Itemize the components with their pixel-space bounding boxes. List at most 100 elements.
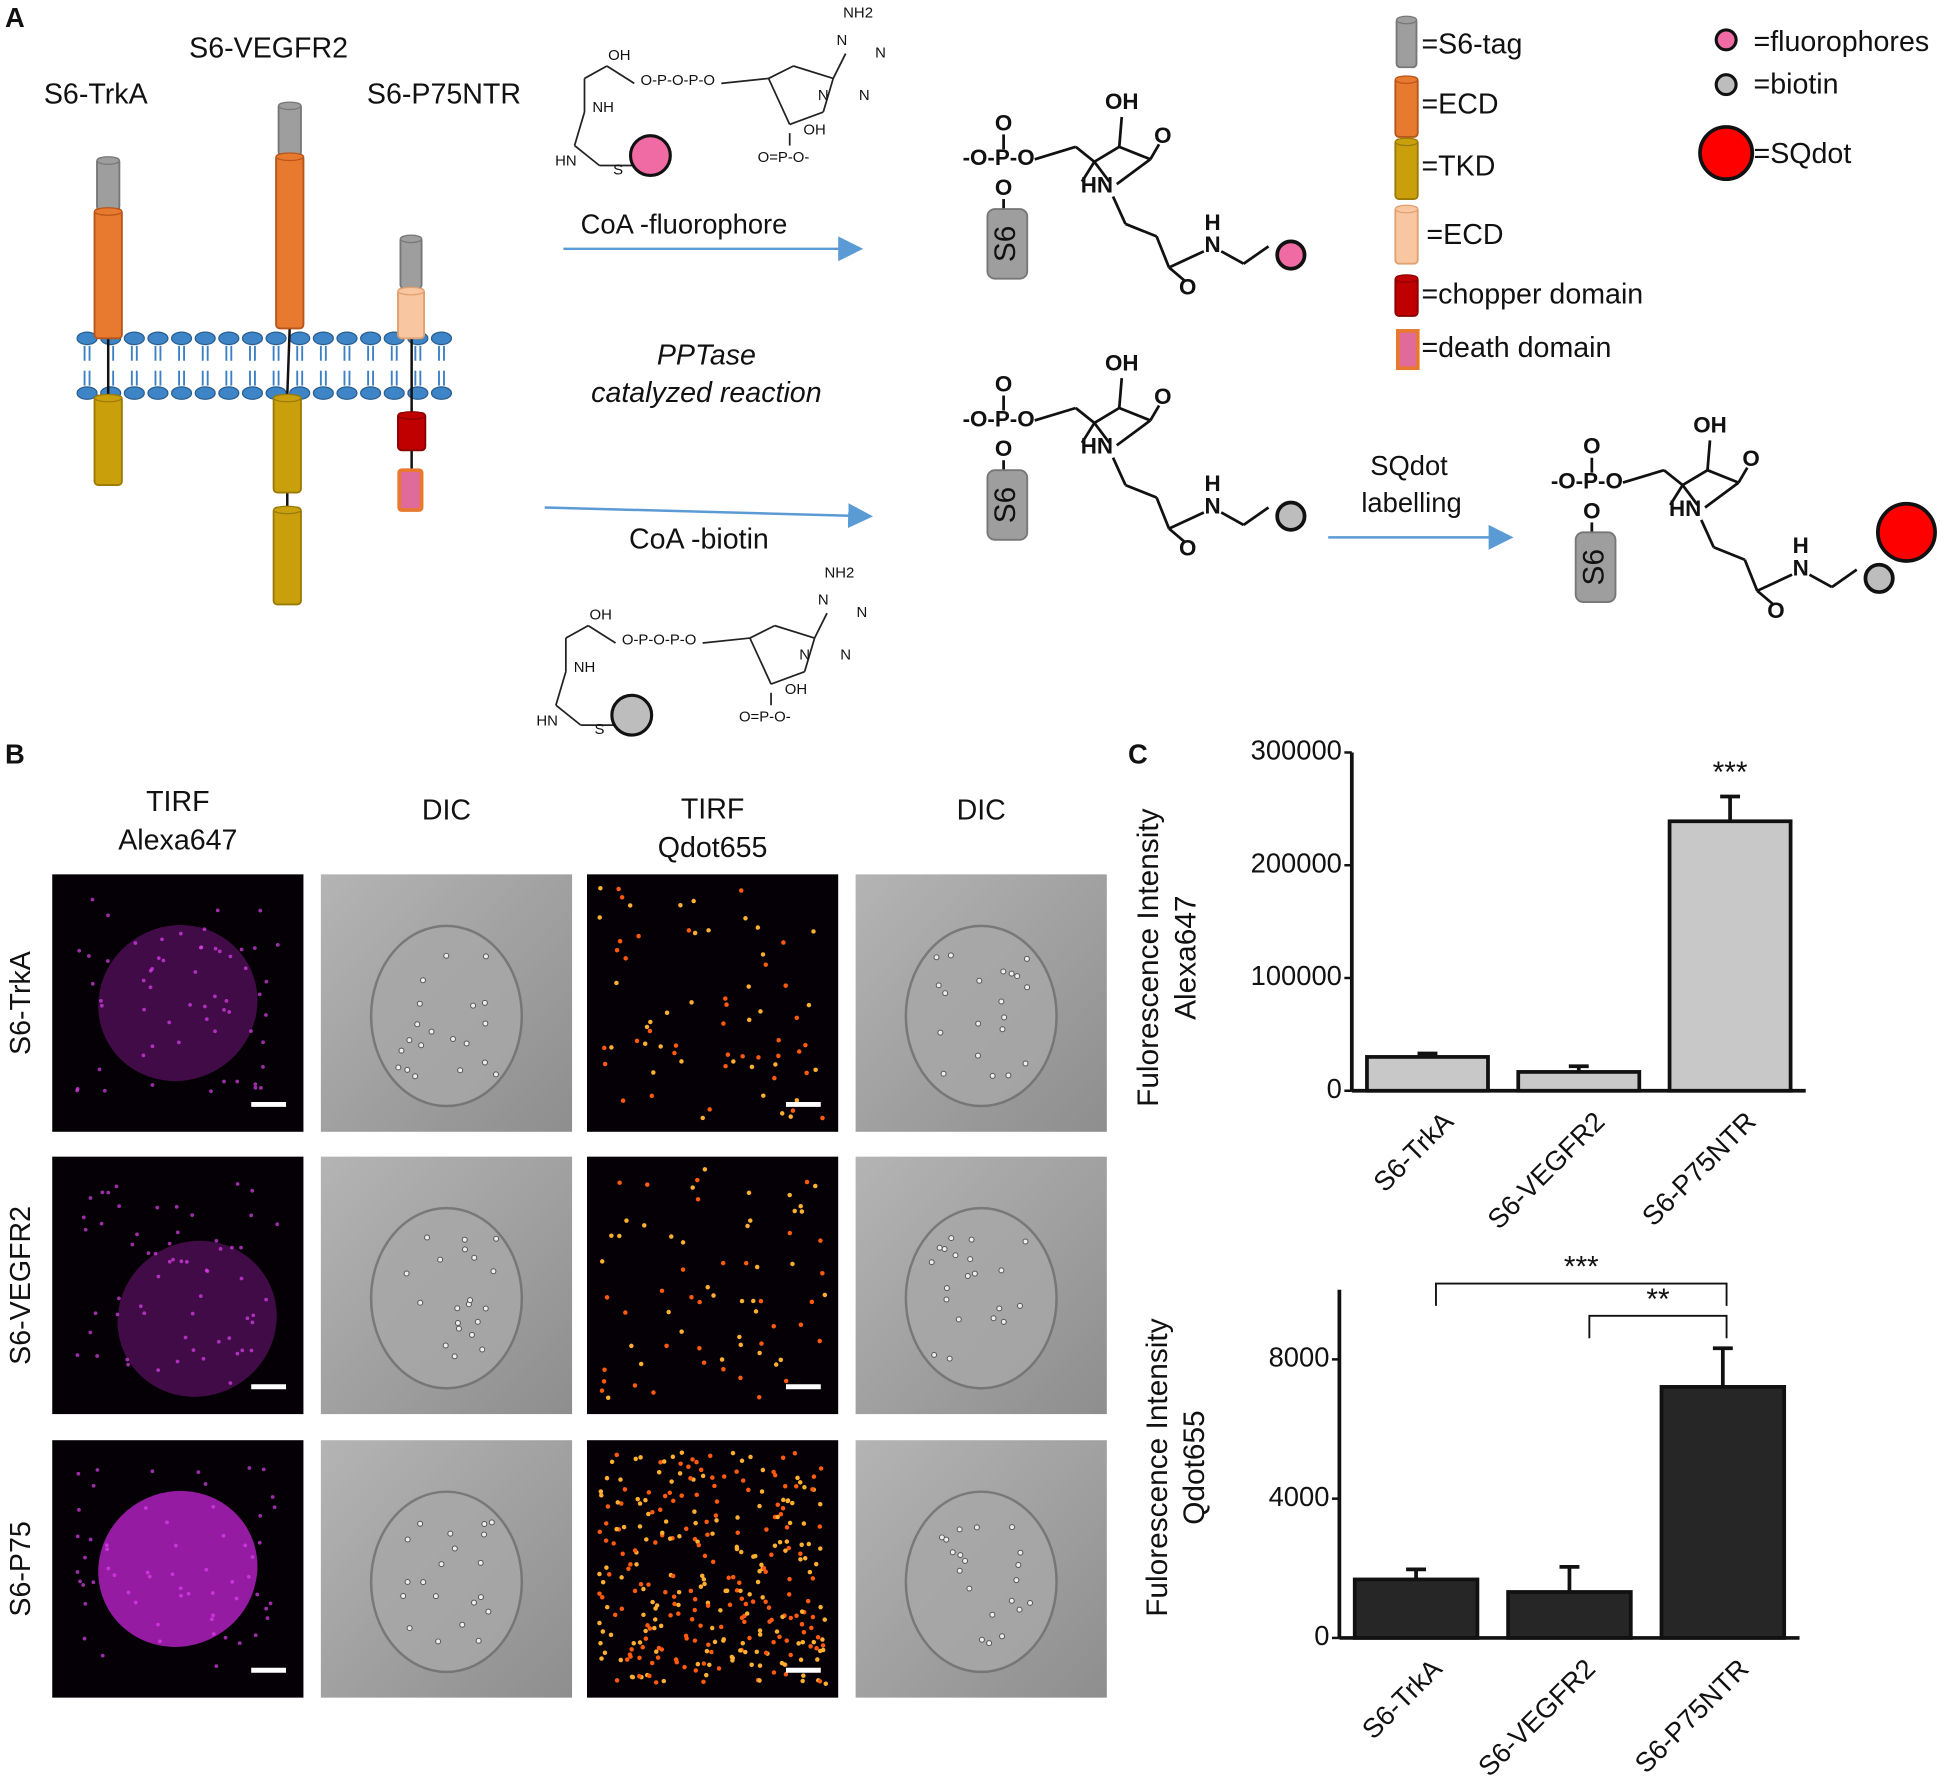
qdot — [698, 1467, 704, 1473]
spot — [82, 1636, 87, 1641]
qdot — [700, 1573, 705, 1579]
spot — [239, 1276, 244, 1281]
qdot — [714, 1499, 720, 1504]
bond — [1124, 222, 1158, 238]
qdot — [784, 1638, 790, 1643]
vesicle — [404, 1536, 411, 1543]
qdot — [678, 902, 683, 908]
qdot — [654, 1649, 659, 1654]
qdot — [597, 1591, 602, 1596]
qdot — [671, 1498, 676, 1504]
label: B — [5, 738, 25, 769]
qdot — [714, 1518, 719, 1523]
qdot — [740, 1054, 745, 1059]
spot — [99, 998, 103, 1003]
qdot — [600, 1579, 606, 1585]
qdot — [750, 1599, 756, 1604]
spot — [272, 1505, 277, 1510]
qdot — [620, 1551, 625, 1557]
lipid-head — [360, 386, 382, 400]
qdot — [628, 1654, 633, 1659]
spot — [218, 1247, 223, 1251]
bond — [1669, 484, 1684, 506]
qdot — [737, 1580, 742, 1585]
spot — [246, 1574, 251, 1579]
qdot — [647, 1626, 653, 1631]
qdot — [727, 1602, 733, 1608]
qdot — [712, 1639, 718, 1645]
vesicle — [468, 1331, 475, 1338]
lipid-head — [123, 331, 145, 346]
qdot — [618, 1657, 624, 1663]
qdot — [817, 1338, 822, 1344]
qdot — [810, 1614, 816, 1620]
qdot — [753, 1309, 759, 1314]
bond — [749, 637, 772, 685]
qdot — [631, 1641, 636, 1646]
qdot — [801, 1521, 807, 1526]
spot — [204, 1567, 209, 1572]
vesicle — [1022, 1060, 1029, 1067]
qdot — [783, 1672, 789, 1677]
qdot — [743, 1649, 748, 1655]
spot — [114, 1184, 119, 1189]
lipid-head — [360, 331, 382, 346]
qdot — [694, 1459, 699, 1465]
qdot — [637, 1640, 643, 1645]
bond — [1034, 406, 1077, 422]
label: PPTase — [657, 340, 756, 372]
spot — [126, 1362, 130, 1367]
qdot — [820, 1115, 825, 1121]
qdot — [679, 1493, 684, 1498]
qdot — [704, 1648, 710, 1654]
qdot — [771, 1670, 777, 1675]
qdot — [706, 1642, 711, 1647]
vesicle — [485, 1608, 492, 1615]
qdot — [817, 1679, 823, 1684]
vesicle — [1023, 955, 1030, 962]
qdot — [743, 1601, 749, 1607]
qdot — [748, 1218, 753, 1223]
qdot — [787, 1576, 792, 1582]
spot — [95, 1468, 100, 1472]
qdot — [692, 1597, 698, 1602]
qdot — [641, 1612, 646, 1618]
bond — [1168, 266, 1187, 283]
qdot — [704, 1519, 709, 1525]
vesicle — [493, 1235, 500, 1242]
label-dot — [1275, 239, 1307, 271]
vesicle — [957, 1552, 964, 1559]
atom-label: O — [1742, 446, 1759, 471]
qdot — [798, 1551, 803, 1556]
qdot — [622, 1487, 628, 1492]
spot — [75, 1086, 80, 1091]
qdot — [603, 1538, 609, 1543]
qdot — [651, 1070, 656, 1075]
label: labelling — [1361, 487, 1461, 518]
qdot — [617, 1180, 622, 1185]
qdot — [784, 1539, 790, 1544]
qdot — [780, 1455, 786, 1460]
spot — [253, 1633, 258, 1638]
atom-label: OH — [1105, 89, 1139, 114]
spot — [178, 931, 183, 936]
qdot — [778, 1357, 784, 1363]
qdot — [677, 1471, 683, 1476]
bar — [1659, 1385, 1787, 1640]
qdot — [757, 1350, 762, 1356]
qdot — [623, 1310, 628, 1315]
vesicle — [414, 1021, 421, 1028]
qdot — [641, 1586, 646, 1592]
qdot — [652, 1625, 657, 1631]
qdot — [739, 1615, 745, 1621]
bond — [606, 65, 635, 85]
qdot — [798, 1557, 803, 1562]
qdot — [710, 1475, 715, 1480]
qdot — [707, 1107, 712, 1112]
spot — [160, 937, 164, 942]
qdot — [659, 1288, 665, 1294]
qdot — [763, 962, 768, 967]
bond — [1124, 483, 1158, 499]
qdot — [678, 1461, 683, 1466]
